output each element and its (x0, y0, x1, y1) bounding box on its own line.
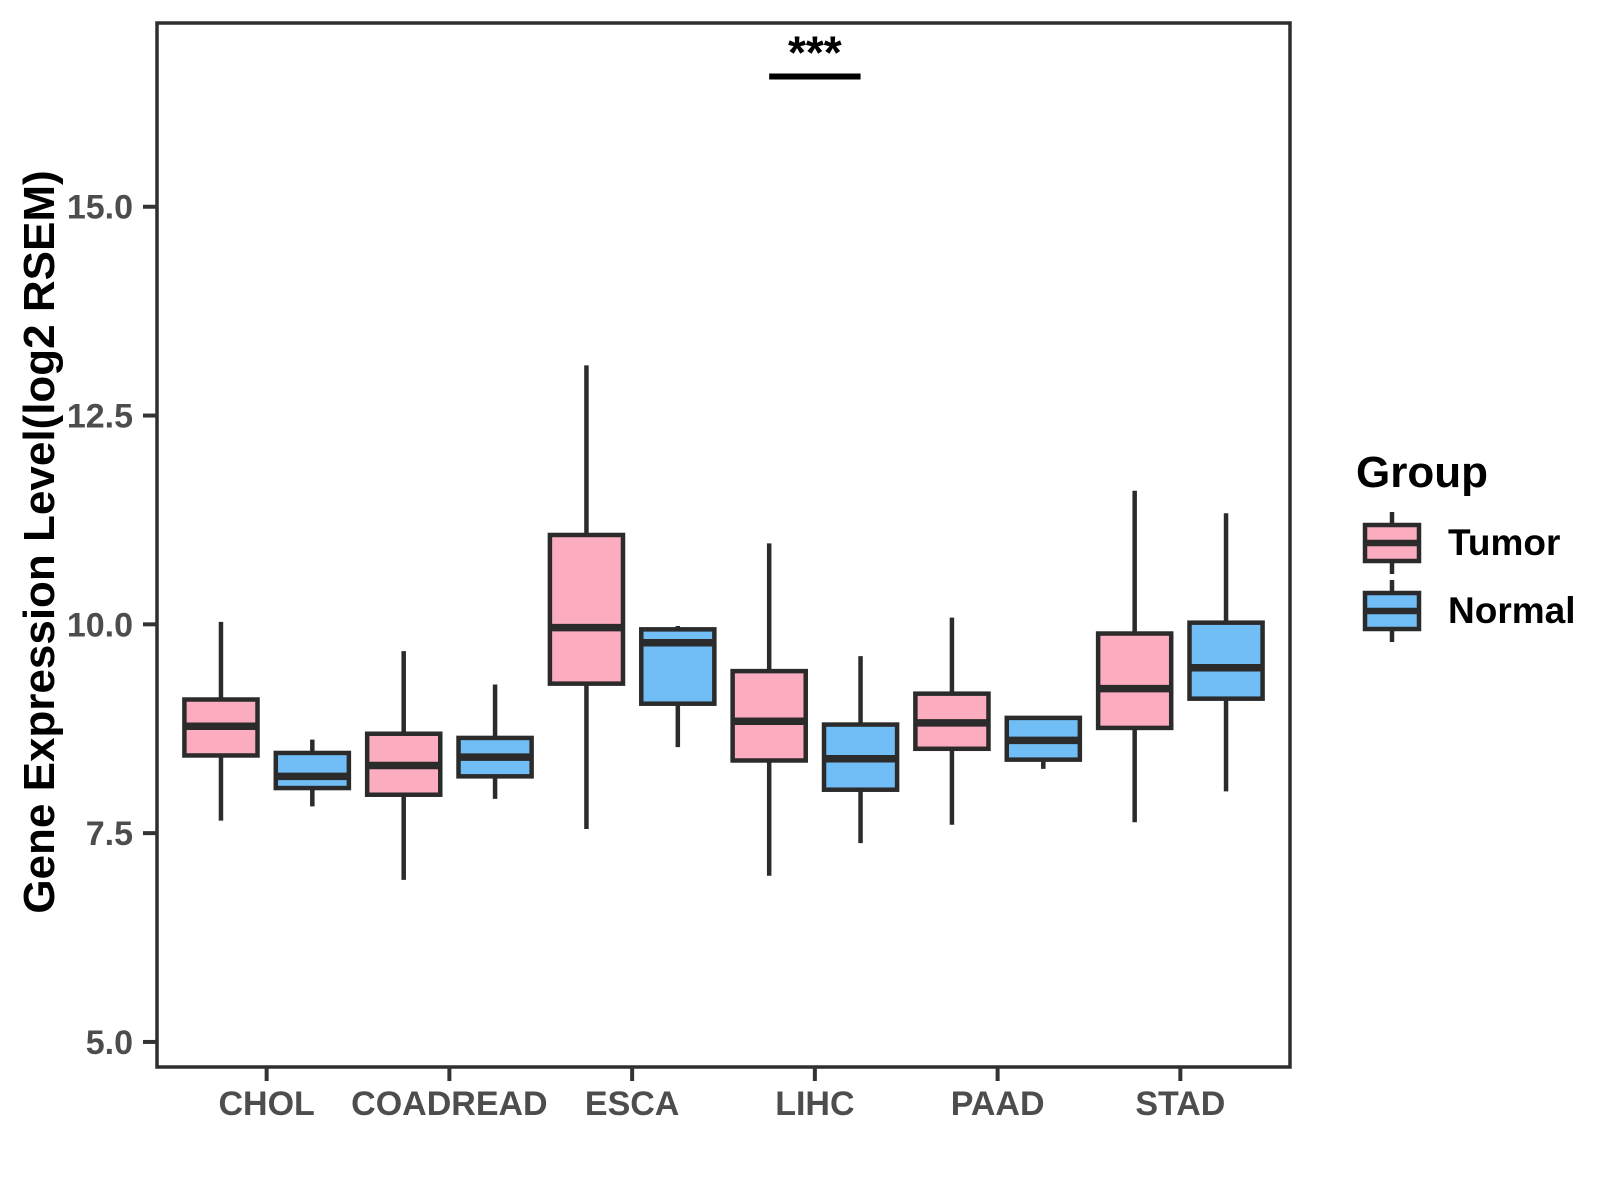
box-tumor-esca (547, 532, 626, 686)
significance-label: *** (788, 26, 842, 78)
y-tick-label: 5.0 (86, 1024, 133, 1062)
panel-border (155, 21, 1292, 1069)
x-tick-label: LIHC (775, 1085, 854, 1123)
legend-label-tumor: Tumor (1448, 522, 1561, 563)
box-tumor-stad (1095, 631, 1174, 731)
y-axis-title: Gene Expression Level(log2 RSEM) (15, 170, 64, 914)
x-tick-label: CHOL (218, 1085, 314, 1123)
x-tick-label: ESCA (585, 1085, 679, 1123)
legend-title: Group (1356, 448, 1488, 497)
x-tick-label: STAD (1135, 1085, 1225, 1123)
x-tick-label: COADREAD (351, 1085, 547, 1123)
x-tick-label: PAAD (951, 1085, 1045, 1123)
y-tick-label: 12.5 (67, 398, 133, 436)
y-tick-label: 7.5 (86, 815, 133, 853)
box-tumor-lihc (730, 668, 808, 763)
box-normal-chol (273, 750, 352, 791)
y-tick-label: 15.0 (67, 189, 133, 227)
box-normal-stad (1187, 620, 1265, 701)
y-tick-label: 10.0 (67, 606, 133, 644)
legend-label-normal: Normal (1448, 590, 1576, 631)
